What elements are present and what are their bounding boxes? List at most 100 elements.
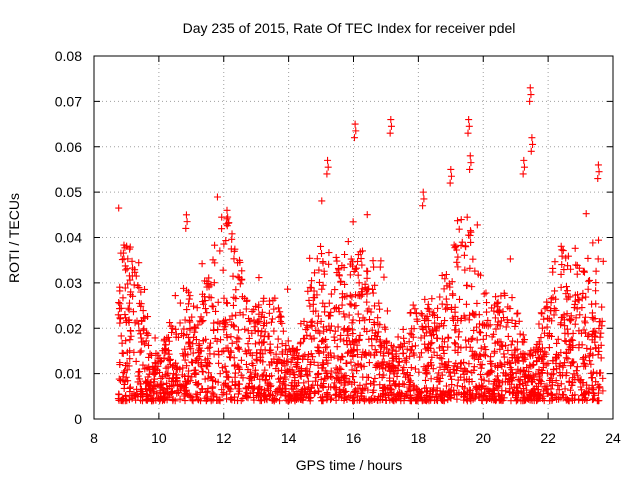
data-point bbox=[494, 298, 502, 306]
data-point bbox=[252, 319, 260, 327]
data-point bbox=[214, 298, 222, 306]
data-point bbox=[547, 385, 555, 393]
data-point bbox=[209, 383, 217, 391]
data-point bbox=[115, 391, 123, 399]
data-point bbox=[164, 355, 172, 363]
data-point bbox=[307, 384, 315, 392]
data-point bbox=[179, 284, 187, 292]
data-point bbox=[381, 323, 389, 331]
data-point bbox=[546, 376, 554, 384]
data-point bbox=[532, 391, 540, 399]
data-point bbox=[126, 383, 134, 391]
data-point bbox=[116, 314, 124, 322]
data-point bbox=[351, 120, 359, 128]
data-point bbox=[582, 362, 590, 370]
data-point bbox=[480, 388, 488, 396]
data-point bbox=[487, 367, 495, 375]
data-point bbox=[250, 396, 258, 404]
data-point bbox=[514, 309, 522, 317]
data-point bbox=[584, 333, 592, 341]
data-point bbox=[188, 358, 196, 366]
data-point bbox=[507, 380, 515, 388]
data-point bbox=[365, 285, 373, 293]
data-point bbox=[275, 313, 283, 321]
data-point bbox=[227, 333, 235, 341]
data-point bbox=[545, 344, 553, 352]
data-point bbox=[295, 352, 303, 360]
data-point bbox=[220, 294, 228, 302]
data-point bbox=[589, 395, 597, 403]
data-point bbox=[470, 351, 478, 359]
data-point bbox=[297, 338, 305, 346]
data-point bbox=[562, 283, 570, 291]
data-point bbox=[581, 396, 589, 404]
data-point bbox=[130, 281, 138, 289]
data-point bbox=[520, 156, 528, 164]
data-point bbox=[261, 386, 269, 394]
data-point bbox=[156, 381, 164, 389]
data-point bbox=[417, 334, 425, 342]
data-point bbox=[308, 317, 316, 325]
data-point bbox=[423, 312, 431, 320]
data-point bbox=[473, 323, 481, 331]
data-point bbox=[583, 344, 591, 352]
data-point bbox=[428, 394, 436, 402]
data-point bbox=[131, 268, 139, 276]
data-point bbox=[193, 304, 201, 312]
data-point bbox=[314, 371, 322, 379]
data-point bbox=[230, 321, 238, 329]
data-point bbox=[370, 263, 378, 271]
data-point bbox=[461, 266, 469, 274]
data-point bbox=[266, 347, 274, 355]
data-point bbox=[135, 259, 143, 267]
data-point bbox=[549, 395, 557, 403]
data-point bbox=[224, 344, 232, 352]
data-point bbox=[516, 330, 524, 338]
data-point bbox=[143, 364, 151, 372]
data-point bbox=[370, 395, 378, 403]
data-point bbox=[250, 306, 258, 314]
data-point bbox=[236, 280, 244, 288]
data-point bbox=[438, 300, 446, 308]
data-point bbox=[584, 277, 592, 285]
data-point bbox=[512, 397, 520, 405]
data-point bbox=[128, 257, 136, 265]
data-point bbox=[318, 285, 326, 293]
data-point bbox=[434, 304, 442, 312]
data-point bbox=[561, 359, 569, 367]
data-point bbox=[123, 359, 131, 367]
data-point bbox=[502, 342, 510, 350]
data-point bbox=[267, 318, 275, 326]
data-point bbox=[571, 244, 579, 252]
y-tick-label: 0.03 bbox=[55, 275, 82, 291]
data-point bbox=[349, 316, 357, 324]
y-tick-label: 0 bbox=[74, 411, 82, 427]
data-point bbox=[367, 308, 375, 316]
data-point bbox=[553, 390, 561, 398]
data-point bbox=[268, 315, 276, 323]
data-point bbox=[467, 159, 475, 167]
data-point bbox=[363, 298, 371, 306]
data-point bbox=[408, 343, 416, 351]
data-point bbox=[474, 270, 482, 278]
data-point bbox=[573, 270, 581, 278]
data-point bbox=[218, 364, 226, 372]
data-point bbox=[317, 242, 325, 250]
data-point bbox=[438, 359, 446, 367]
data-point bbox=[446, 179, 454, 187]
data-point bbox=[527, 147, 535, 155]
data-point bbox=[466, 343, 474, 351]
data-point bbox=[327, 290, 335, 298]
data-point bbox=[535, 345, 543, 353]
data-point bbox=[488, 333, 496, 341]
data-point bbox=[228, 230, 236, 238]
data-point bbox=[482, 332, 490, 340]
data-point bbox=[209, 396, 217, 404]
data-point bbox=[429, 384, 437, 392]
data-point bbox=[400, 334, 408, 342]
data-point bbox=[243, 297, 251, 305]
data-point bbox=[451, 303, 459, 311]
data-point bbox=[478, 382, 486, 390]
data-point bbox=[319, 299, 327, 307]
